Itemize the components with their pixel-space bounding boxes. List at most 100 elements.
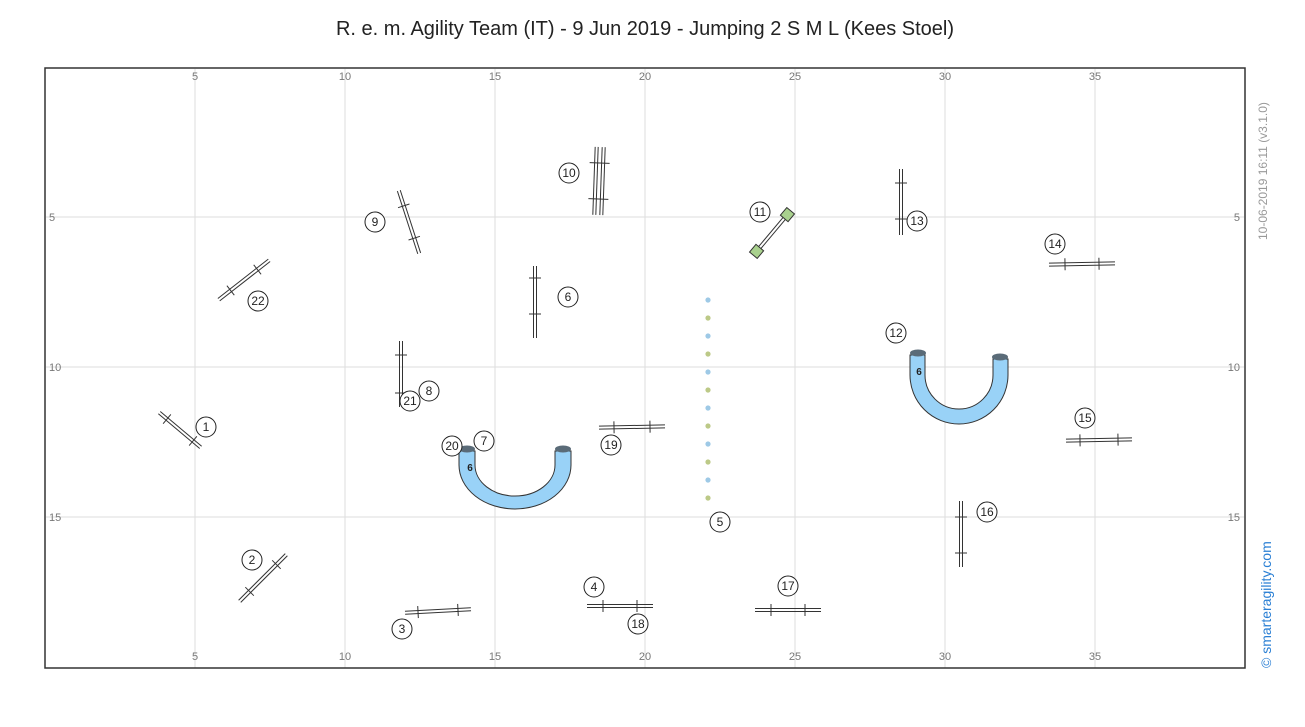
svg-text:20: 20 bbox=[445, 439, 459, 453]
copyright-link[interactable]: © smarteragility.com bbox=[1258, 541, 1274, 668]
sequence-number: 5 bbox=[709, 511, 731, 533]
tick-label: 10 bbox=[339, 71, 351, 83]
sequence-number: 3 bbox=[391, 618, 413, 640]
tick-label: 30 bbox=[939, 71, 951, 83]
tick-label: 15 bbox=[489, 71, 501, 83]
sequence-number: 21 bbox=[399, 390, 421, 412]
sequence-number: 11 bbox=[749, 201, 771, 223]
course-title: R. e. m. Agility Team (IT) - 9 Jun 2019 … bbox=[335, 18, 955, 40]
svg-text:10: 10 bbox=[562, 166, 576, 180]
sequence-number: 4 bbox=[583, 576, 605, 598]
weave-pole bbox=[705, 351, 711, 357]
tick-label: 25 bbox=[789, 71, 801, 83]
svg-text:18: 18 bbox=[631, 617, 645, 631]
obstacle-jump-19 bbox=[598, 420, 666, 434]
svg-text:19: 19 bbox=[604, 438, 618, 452]
sequence-number: 10 bbox=[558, 162, 580, 184]
svg-text:8: 8 bbox=[426, 384, 433, 398]
obstacle-jump-22 bbox=[217, 258, 271, 302]
y-ticks-left: 5 10 15 bbox=[49, 212, 61, 524]
weave-pole bbox=[705, 441, 711, 447]
sequence-number: 1 bbox=[195, 416, 217, 438]
field-border bbox=[44, 67, 1246, 669]
sequence-number: 2 bbox=[241, 549, 263, 571]
svg-text:9: 9 bbox=[372, 215, 379, 229]
obstacle-oxer-10 bbox=[588, 146, 610, 216]
sequence-number: 20 bbox=[441, 435, 463, 457]
obstacle-jump-6 bbox=[529, 266, 541, 338]
obstacle-11-end bbox=[748, 243, 765, 260]
obstacle-jump-15 bbox=[1065, 433, 1133, 447]
obstacle-weave-poles bbox=[705, 297, 711, 501]
obstacle-jump-2 bbox=[238, 553, 288, 603]
obstacle-jump-9 bbox=[396, 189, 422, 255]
obstacle-jump-4 bbox=[587, 600, 653, 612]
svg-text:4: 4 bbox=[591, 580, 598, 594]
sequence-numbers: 1 2 3 4 5 6 7 8 9 10 11 12 13 14 15 16 1… bbox=[195, 162, 1096, 640]
obstacle-jump-17 bbox=[755, 604, 821, 616]
obstacle-tunnel-left: 6 bbox=[458, 445, 572, 510]
svg-text:17: 17 bbox=[781, 579, 795, 593]
svg-text:13: 13 bbox=[910, 214, 924, 228]
generated-timestamp: 10-06-2019 16:11 (v3.1.0) bbox=[1256, 102, 1270, 240]
tunnel-length-label: 6 bbox=[467, 463, 473, 474]
tick-label: 25 bbox=[789, 651, 801, 663]
tick-label: 20 bbox=[639, 651, 651, 663]
obstacle-jump-3 bbox=[404, 603, 472, 619]
svg-text:22: 22 bbox=[251, 294, 265, 308]
x-ticks-top: 5 10 15 20 25 30 35 bbox=[192, 71, 1101, 83]
weave-pole bbox=[705, 405, 711, 411]
svg-text:1: 1 bbox=[203, 420, 210, 434]
sequence-number: 12 bbox=[885, 322, 907, 344]
grid bbox=[46, 69, 1244, 668]
obstacle-tunnel-right: 6 bbox=[909, 349, 1009, 425]
obstacle-jump-1 bbox=[158, 411, 202, 449]
sequence-number: 18 bbox=[627, 613, 649, 635]
tick-label: 15 bbox=[49, 512, 61, 524]
obstacle-11-end bbox=[779, 206, 796, 223]
svg-text:11: 11 bbox=[754, 205, 767, 219]
sequence-number: 7 bbox=[473, 430, 495, 452]
weave-pole bbox=[705, 333, 711, 339]
tick-label: 20 bbox=[639, 71, 651, 83]
sequence-number: 17 bbox=[777, 575, 799, 597]
tick-label: 35 bbox=[1089, 71, 1101, 83]
sequence-number: 22 bbox=[247, 290, 269, 312]
weave-pole bbox=[705, 315, 711, 321]
weave-pole bbox=[705, 423, 711, 429]
weave-pole bbox=[705, 297, 711, 303]
obstacle-11 bbox=[748, 206, 796, 260]
sequence-number: 13 bbox=[906, 210, 928, 232]
sequence-number: 8 bbox=[418, 380, 440, 402]
obstacle-jump-14 bbox=[1048, 257, 1116, 271]
tick-label: 5 bbox=[1234, 212, 1240, 224]
weave-pole bbox=[705, 459, 711, 465]
sequence-number: 15 bbox=[1074, 407, 1096, 429]
sequence-number: 9 bbox=[364, 211, 386, 233]
tick-label: 35 bbox=[1089, 651, 1101, 663]
tunnel-entrance bbox=[555, 445, 571, 453]
tick-label: 30 bbox=[939, 651, 951, 663]
sequence-number: 14 bbox=[1044, 233, 1066, 255]
svg-text:6: 6 bbox=[565, 290, 572, 304]
tick-label: 10 bbox=[339, 651, 351, 663]
weave-pole bbox=[705, 477, 711, 483]
tunnel-entrance bbox=[992, 353, 1008, 361]
svg-text:12: 12 bbox=[889, 326, 903, 340]
weave-pole bbox=[705, 495, 711, 501]
obstacle-jump-16 bbox=[955, 501, 967, 567]
weave-pole bbox=[705, 387, 711, 393]
tunnel-entrance bbox=[910, 349, 926, 357]
tick-label: 5 bbox=[192, 651, 198, 663]
tick-label: 5 bbox=[192, 71, 198, 83]
tunnel-entrance bbox=[459, 445, 475, 453]
tick-label: 15 bbox=[1228, 512, 1240, 524]
x-ticks-bottom: 5 10 15 20 25 30 35 bbox=[192, 651, 1101, 663]
svg-text:2: 2 bbox=[249, 553, 256, 567]
obstacle-jump-13 bbox=[895, 169, 907, 235]
svg-text:15: 15 bbox=[1078, 411, 1092, 425]
sequence-number: 16 bbox=[976, 501, 998, 523]
svg-text:14: 14 bbox=[1048, 237, 1062, 251]
tick-label: 10 bbox=[1228, 362, 1240, 374]
svg-text:5: 5 bbox=[717, 515, 724, 529]
